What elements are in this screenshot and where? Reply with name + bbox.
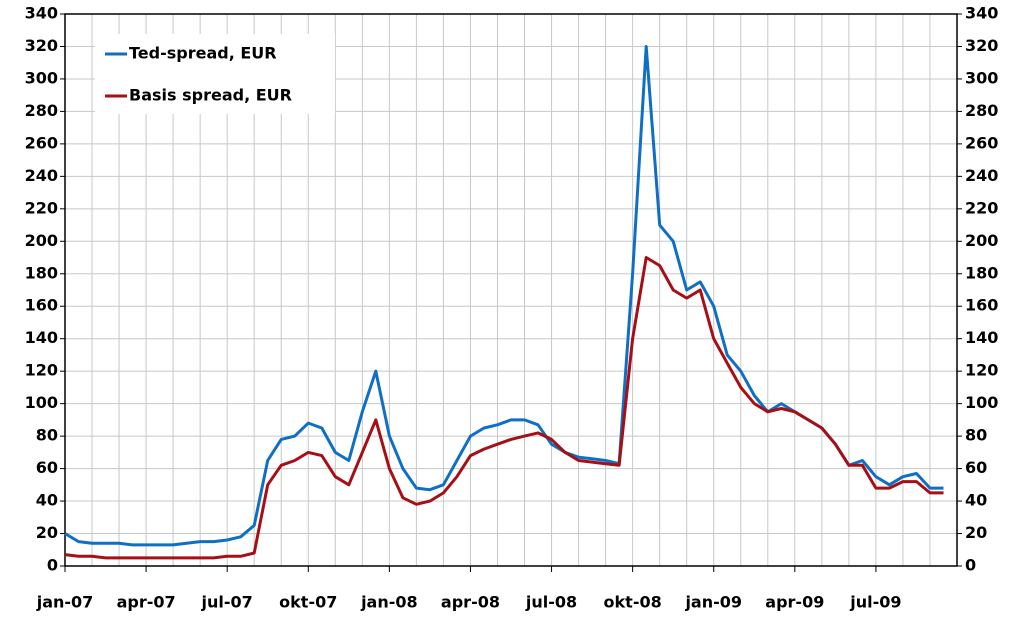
x-tick-label: jul-08 (525, 593, 577, 612)
y-tick-label: 60 (36, 458, 58, 477)
y-tick-label: 180 (25, 263, 58, 282)
x-tick-label: apr-09 (765, 593, 824, 612)
y2-tick-label: 340 (965, 4, 998, 23)
y2-tick-label: 80 (965, 426, 987, 445)
y2-tick-label: 180 (965, 263, 998, 282)
y2-tick-label: 140 (965, 328, 998, 347)
y-tick-label: 260 (25, 133, 58, 152)
y2-tick-label: 300 (965, 68, 998, 87)
legend-label: Ted-spread, EUR (129, 44, 277, 63)
x-tick-label: apr-07 (117, 593, 176, 612)
plot-border (64, 13, 958, 567)
y2-tick-label: 220 (965, 198, 998, 217)
y2-tick-label: 280 (965, 101, 998, 120)
y2-tick-label: 100 (965, 393, 998, 412)
y-tick-label: 220 (25, 198, 58, 217)
y-tick-label: 300 (25, 68, 58, 87)
x-tick-label: jan-09 (684, 593, 742, 612)
y2-tick-label: 260 (965, 133, 998, 152)
y2-tick-label: 60 (965, 458, 987, 477)
y2-tick-label: 20 (965, 523, 987, 542)
y2-tick-label: 200 (965, 231, 998, 250)
y2-tick-label: 120 (965, 361, 998, 380)
y2-tick-label: 160 (965, 296, 998, 315)
y-tick-label: 160 (25, 296, 58, 315)
y2-tick-label: 40 (965, 491, 987, 510)
y-tick-label: 20 (36, 523, 58, 542)
y-tick-label: 200 (25, 231, 58, 250)
legend-label: Basis spread, EUR (129, 86, 292, 105)
y-tick-label: 140 (25, 328, 58, 347)
x-tick-label: jan-07 (36, 593, 94, 612)
y-tick-label: 40 (36, 491, 58, 510)
y-tick-label: 0 (47, 556, 58, 575)
y-tick-label: 280 (25, 101, 58, 120)
y-tick-label: 240 (25, 166, 58, 185)
y2-tick-label: 240 (965, 166, 998, 185)
x-tick-label: jul-09 (849, 593, 901, 612)
y2-tick-label: 0 (965, 556, 976, 575)
legend-box (95, 34, 335, 114)
y-tick-label: 320 (25, 36, 58, 55)
x-tick-label: jul-07 (201, 593, 253, 612)
y-tick-label: 100 (25, 393, 58, 412)
x-tick-label: jan-08 (360, 593, 418, 612)
y2-tick-label: 320 (965, 36, 998, 55)
y-tick-label: 80 (36, 426, 58, 445)
y-tick-label: 120 (25, 361, 58, 380)
x-tick-label: apr-08 (441, 593, 500, 612)
series-line (64, 256, 944, 560)
x-tick-label: okt-07 (279, 593, 337, 612)
x-tick-label: okt-08 (604, 593, 662, 612)
y-tick-label: 340 (25, 4, 58, 23)
